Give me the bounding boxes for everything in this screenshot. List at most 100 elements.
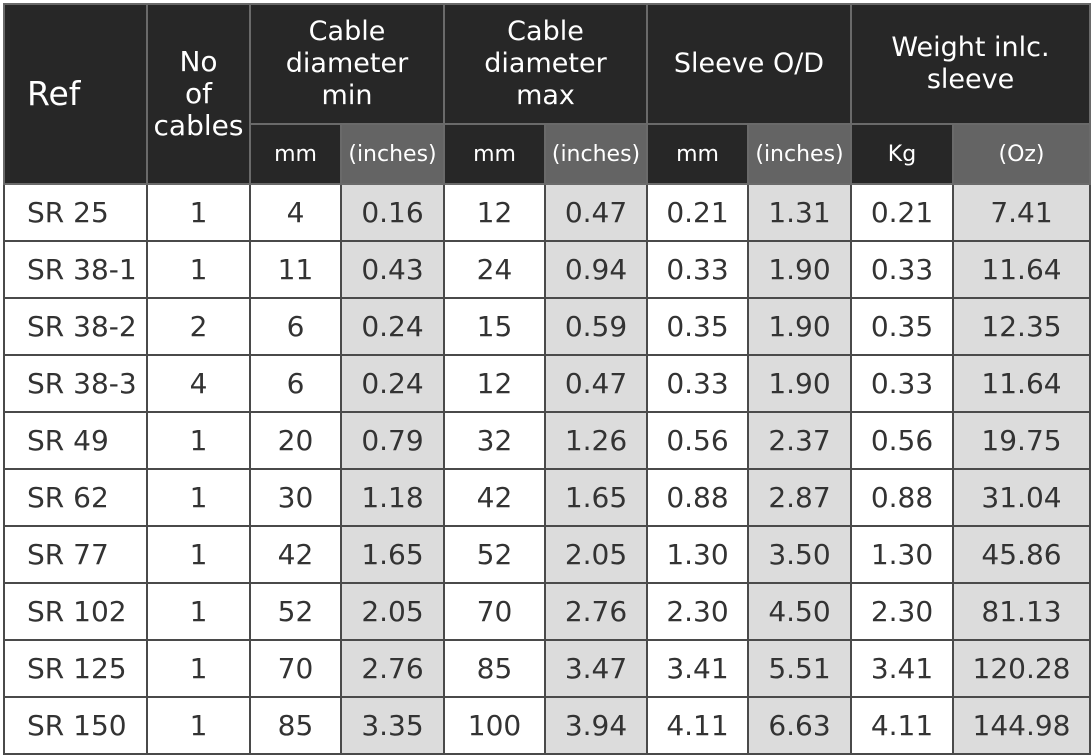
cell-sleeve-inches: 2.87: [747, 468, 852, 527]
header-num-cables: No of cables: [146, 3, 251, 185]
cell-min-inches: 1.18: [340, 468, 445, 527]
cell-min-mm: 4: [249, 183, 342, 242]
cell-max-inches: 3.94: [544, 696, 648, 755]
cell-max-mm: 15: [443, 297, 546, 356]
cell-sleeve-mm: 2.30: [646, 582, 749, 641]
cell-min-inches: 1.65: [340, 525, 445, 584]
cell-sleeve-inches: 1.90: [747, 297, 852, 356]
header-cable-max-line-3: max: [516, 80, 575, 111]
cell-weight-oz: 31.04: [951, 468, 1091, 527]
cell-num-cables: 1: [146, 240, 251, 299]
cell-weight-kg: 4.11: [850, 696, 954, 755]
header-cable-min-line-2: diameter: [285, 48, 409, 79]
unit-sleeve-inches: (inches): [747, 123, 852, 185]
header-weight: Weight inlc. sleeve: [849, 3, 1091, 125]
cell-weight-oz: 120.28: [951, 639, 1091, 698]
cell-min-mm: 30: [249, 468, 342, 527]
cell-min-inches: 0.24: [340, 354, 445, 413]
cable-spec-table: Ref No of cables Cable diameter min Cabl…: [3, 3, 1091, 755]
cell-min-inches: 3.35: [340, 696, 445, 755]
cell-weight-kg: 0.88: [850, 468, 954, 527]
table-body: SR 25 1 4 0.16 12 0.47 0.21 1.31 0.21 7.41 SR 38-1…: [3, 183, 1091, 755]
cell-sleeve-inches: 1.90: [747, 240, 852, 299]
cell-weight-oz: 11.64: [951, 354, 1091, 413]
cell-sleeve-mm: 0.56: [646, 411, 749, 470]
cell-min-inches: 0.24: [340, 297, 445, 356]
cell-max-mm: 24: [443, 240, 546, 299]
cell-max-mm: 12: [443, 183, 546, 242]
cell-ref: SR 38-3: [3, 354, 148, 413]
cell-weight-oz: 11.64: [951, 240, 1091, 299]
cell-ref: SR 62: [3, 468, 148, 527]
cell-min-mm: 11: [249, 240, 342, 299]
cell-num-cables: 1: [146, 411, 251, 470]
cell-ref: SR 102: [3, 582, 148, 641]
cell-ref: SR 38-2: [3, 297, 148, 356]
cell-max-mm: 12: [443, 354, 546, 413]
cell-max-mm: 85: [443, 639, 546, 698]
header-num-cables-line-3: cables: [153, 109, 244, 142]
header-cable-min-line-1: Cable: [308, 16, 386, 47]
cell-num-cables: 1: [146, 468, 251, 527]
cell-weight-oz: 144.98: [951, 696, 1091, 755]
cell-min-mm: 70: [249, 639, 342, 698]
cell-ref: SR 125: [3, 639, 148, 698]
table-row: SR 49 1 20 0.79 32 1.26 0.56 2.37 0.56 19.75: [3, 411, 1091, 470]
header-sleeve-od: Sleeve O/D: [646, 3, 852, 125]
cell-min-inches: 0.43: [340, 240, 445, 299]
cell-max-inches: 0.59: [544, 297, 648, 356]
unit-weight-kg: Kg: [850, 123, 954, 185]
cell-weight-oz: 12.35: [951, 297, 1091, 356]
unit-max-inches: (inches): [544, 123, 648, 185]
table-row: SR 150 1 85 3.35 100 3.94 4.11 6.63 4.11 144.98: [3, 696, 1091, 755]
cell-max-mm: 42: [443, 468, 546, 527]
header-weight-line-2: sleeve: [926, 64, 1015, 95]
header-cable-max-line-1: Cable: [507, 16, 584, 47]
cell-sleeve-inches: 1.90: [747, 354, 852, 413]
cell-min-inches: 0.16: [340, 183, 445, 242]
cell-max-inches: 0.47: [544, 183, 648, 242]
unit-max-mm: mm: [443, 123, 546, 185]
cell-weight-oz: 19.75: [951, 411, 1091, 470]
cell-max-inches: 0.94: [544, 240, 648, 299]
cell-ref: SR 150: [3, 696, 148, 755]
header-weight-line-1: Weight inlc.: [891, 32, 1050, 63]
cell-weight-oz: 45.86: [951, 525, 1091, 584]
cell-min-inches: 2.76: [340, 639, 445, 698]
cell-num-cables: 1: [146, 582, 251, 641]
cell-sleeve-inches: 4.50: [747, 582, 852, 641]
cell-num-cables: 1: [146, 183, 251, 242]
cell-min-inches: 0.79: [340, 411, 445, 470]
cell-weight-oz: 81.13: [951, 582, 1091, 641]
header-cable-min-line-3: min: [321, 80, 373, 111]
cell-sleeve-mm: 0.35: [646, 297, 749, 356]
header-num-cables-line-2: of: [185, 77, 212, 110]
unit-min-inches: (inches): [340, 123, 445, 185]
cell-max-inches: 2.05: [544, 525, 648, 584]
cell-num-cables: 4: [146, 354, 251, 413]
header-cable-diameter-min: Cable diameter min: [249, 3, 445, 125]
cell-weight-kg: 0.56: [850, 411, 954, 470]
cell-max-inches: 1.26: [544, 411, 648, 470]
table-row: SR 62 1 30 1.18 42 1.65 0.88 2.87 0.88 31.04: [3, 468, 1091, 527]
table-row: SR 25 1 4 0.16 12 0.47 0.21 1.31 0.21 7.41: [3, 183, 1091, 242]
cell-min-mm: 85: [249, 696, 342, 755]
cell-sleeve-mm: 4.11: [646, 696, 749, 755]
cell-num-cables: 1: [146, 639, 251, 698]
cell-max-inches: 0.47: [544, 354, 648, 413]
table-row: SR 77 1 42 1.65 52 2.05 1.30 3.50 1.30 45.86: [3, 525, 1091, 584]
cell-max-mm: 32: [443, 411, 546, 470]
cell-sleeve-inches: 3.50: [747, 525, 852, 584]
cell-weight-kg: 1.30: [850, 525, 954, 584]
cell-sleeve-inches: 5.51: [747, 639, 852, 698]
cell-num-cables: 1: [146, 696, 251, 755]
cell-num-cables: 2: [146, 297, 251, 356]
cell-min-mm: 42: [249, 525, 342, 584]
header-ref: Ref: [3, 3, 148, 185]
cell-ref: SR 38-1: [3, 240, 148, 299]
cell-max-inches: 1.65: [544, 468, 648, 527]
cell-sleeve-mm: 0.88: [646, 468, 749, 527]
cell-max-inches: 3.47: [544, 639, 648, 698]
cell-sleeve-inches: 6.63: [747, 696, 852, 755]
cell-min-inches: 2.05: [340, 582, 445, 641]
